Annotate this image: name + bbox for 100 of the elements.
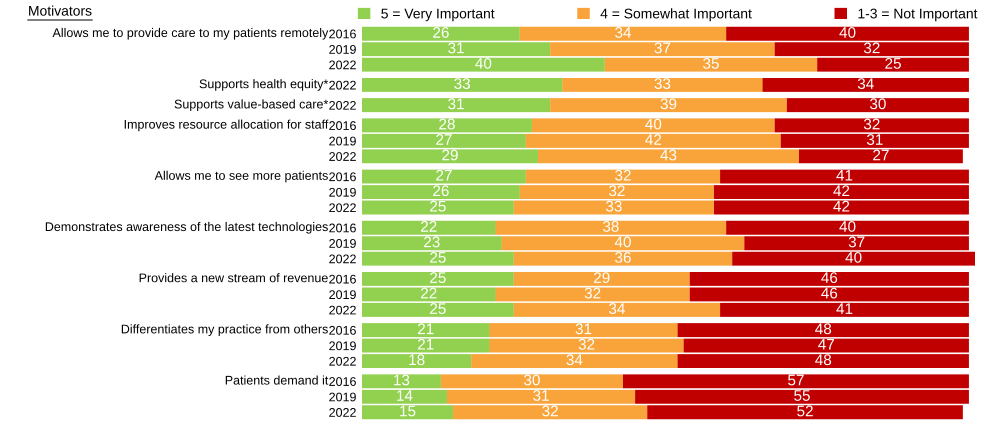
data-label: 40	[845, 252, 862, 263]
bar	[726, 220, 969, 235]
legend-label: 4 = Somewhat Important	[600, 8, 752, 22]
data-label: 40	[614, 236, 631, 248]
y-tick-label: 2022	[329, 203, 356, 212]
data-label: 28	[439, 118, 455, 130]
bar	[362, 26, 520, 41]
data-label: 21	[418, 323, 434, 334]
y-tick-label: 2022	[329, 100, 356, 110]
data-label: 34	[615, 27, 632, 38]
y-tick-label: 2019	[329, 341, 356, 350]
legend-label: 5 = Very Important	[381, 8, 495, 22]
data-label: 27	[873, 150, 889, 160]
data-label: 37	[848, 236, 864, 248]
data-label: 42	[833, 185, 850, 196]
y-tick-label: 2016	[329, 172, 356, 182]
bar	[362, 405, 454, 420]
data-label: 48	[815, 354, 832, 366]
y-tick-label: 2016	[329, 224, 356, 232]
data-label: 37	[654, 42, 670, 54]
data-label: 41	[836, 303, 852, 314]
data-label: 26	[433, 27, 449, 38]
y-tick-label: 2022	[329, 254, 356, 264]
data-label: 30	[870, 98, 886, 110]
bar	[520, 26, 726, 41]
text: Supports health equity*	[200, 79, 328, 91]
data-label: 41	[836, 170, 852, 181]
data-label: 32	[615, 170, 631, 181]
data-label: 32	[578, 338, 594, 350]
data-label: 25	[430, 200, 446, 212]
y-tick-label: 2019	[329, 290, 356, 300]
y-tick-label: 2016	[329, 121, 356, 130]
data-label: 22	[421, 288, 436, 298]
data-label: 40	[839, 27, 856, 38]
text: Allows me to provide care to my patients remotely	[52, 28, 328, 40]
y-tick-label: 2019	[329, 45, 356, 54]
data-label: 35	[703, 58, 719, 69]
data-label: 36	[615, 252, 631, 263]
data-label: 32	[608, 185, 625, 196]
data-label: 40	[475, 58, 492, 69]
y-tick-label: 2019	[329, 188, 356, 197]
data-label: 40	[839, 221, 856, 232]
data-label: 31	[448, 42, 464, 54]
data-label: 29	[594, 272, 610, 284]
data-label: 52	[797, 406, 813, 416]
data-label: 25	[430, 252, 446, 263]
data-label: 32	[584, 288, 600, 299]
y-tick-label: 2019	[329, 392, 356, 402]
data-label: 47	[818, 339, 834, 350]
data-label: 40	[645, 118, 662, 130]
data-label: 29	[442, 150, 458, 160]
bar	[453, 405, 648, 420]
data-label: 34	[566, 354, 582, 366]
y-tick-label: 2016	[329, 274, 356, 284]
data-label: 31	[576, 323, 592, 334]
data-label: 30	[524, 374, 540, 386]
y-tick-label: 2016	[329, 30, 356, 38]
y-tick-label: 2016	[329, 377, 356, 386]
y-tick-label: 2022	[329, 152, 356, 161]
data-label: 42	[833, 200, 850, 212]
data-label: 31	[533, 390, 549, 401]
data-label: 34	[858, 78, 874, 90]
data-label: 25	[430, 303, 446, 314]
data-label: 33	[654, 78, 670, 90]
y-tick-label: 2016	[329, 326, 356, 335]
data-label: 32	[542, 406, 558, 416]
y-tick-label: 2019	[329, 239, 356, 248]
data-label: 23	[424, 236, 440, 248]
data-label: 26	[433, 185, 449, 196]
text: Demonstrates awareness of the latest technologies	[46, 222, 328, 234]
bar	[647, 405, 963, 420]
data-label: 31	[448, 98, 464, 110]
data-label: 55	[794, 390, 810, 401]
data-label: 46	[821, 272, 838, 284]
text: Provides a new stream of revenue	[140, 273, 328, 282]
y-tick-label: 2022	[329, 356, 356, 366]
bar	[362, 220, 496, 235]
data-label: 27	[436, 134, 452, 145]
y-tick-label: 2022	[329, 408, 356, 417]
data-label: 25	[430, 272, 446, 284]
y-tick-label: 2022	[329, 80, 356, 90]
data-label: 33	[606, 200, 622, 212]
data-label: 39	[660, 98, 676, 110]
data-label: 33	[454, 78, 470, 90]
data-label: 14	[397, 390, 413, 401]
data-label: 42	[645, 134, 662, 145]
bar	[496, 220, 726, 235]
data-label: 22	[421, 221, 436, 232]
text: Improves resource allocation for staff	[124, 120, 328, 132]
y-tick-label: 2019	[329, 136, 356, 146]
data-label: 48	[815, 323, 832, 334]
data-label: 32	[864, 42, 880, 54]
bar	[726, 26, 969, 41]
legend-label: 1-3 = Not Important	[858, 8, 978, 22]
data-label: 25	[885, 58, 901, 69]
data-label: 15	[400, 406, 416, 416]
data-label: 43	[660, 150, 676, 160]
text: Motivators	[29, 6, 92, 16]
data-label: 18	[409, 354, 424, 366]
data-label: 38	[602, 221, 619, 232]
